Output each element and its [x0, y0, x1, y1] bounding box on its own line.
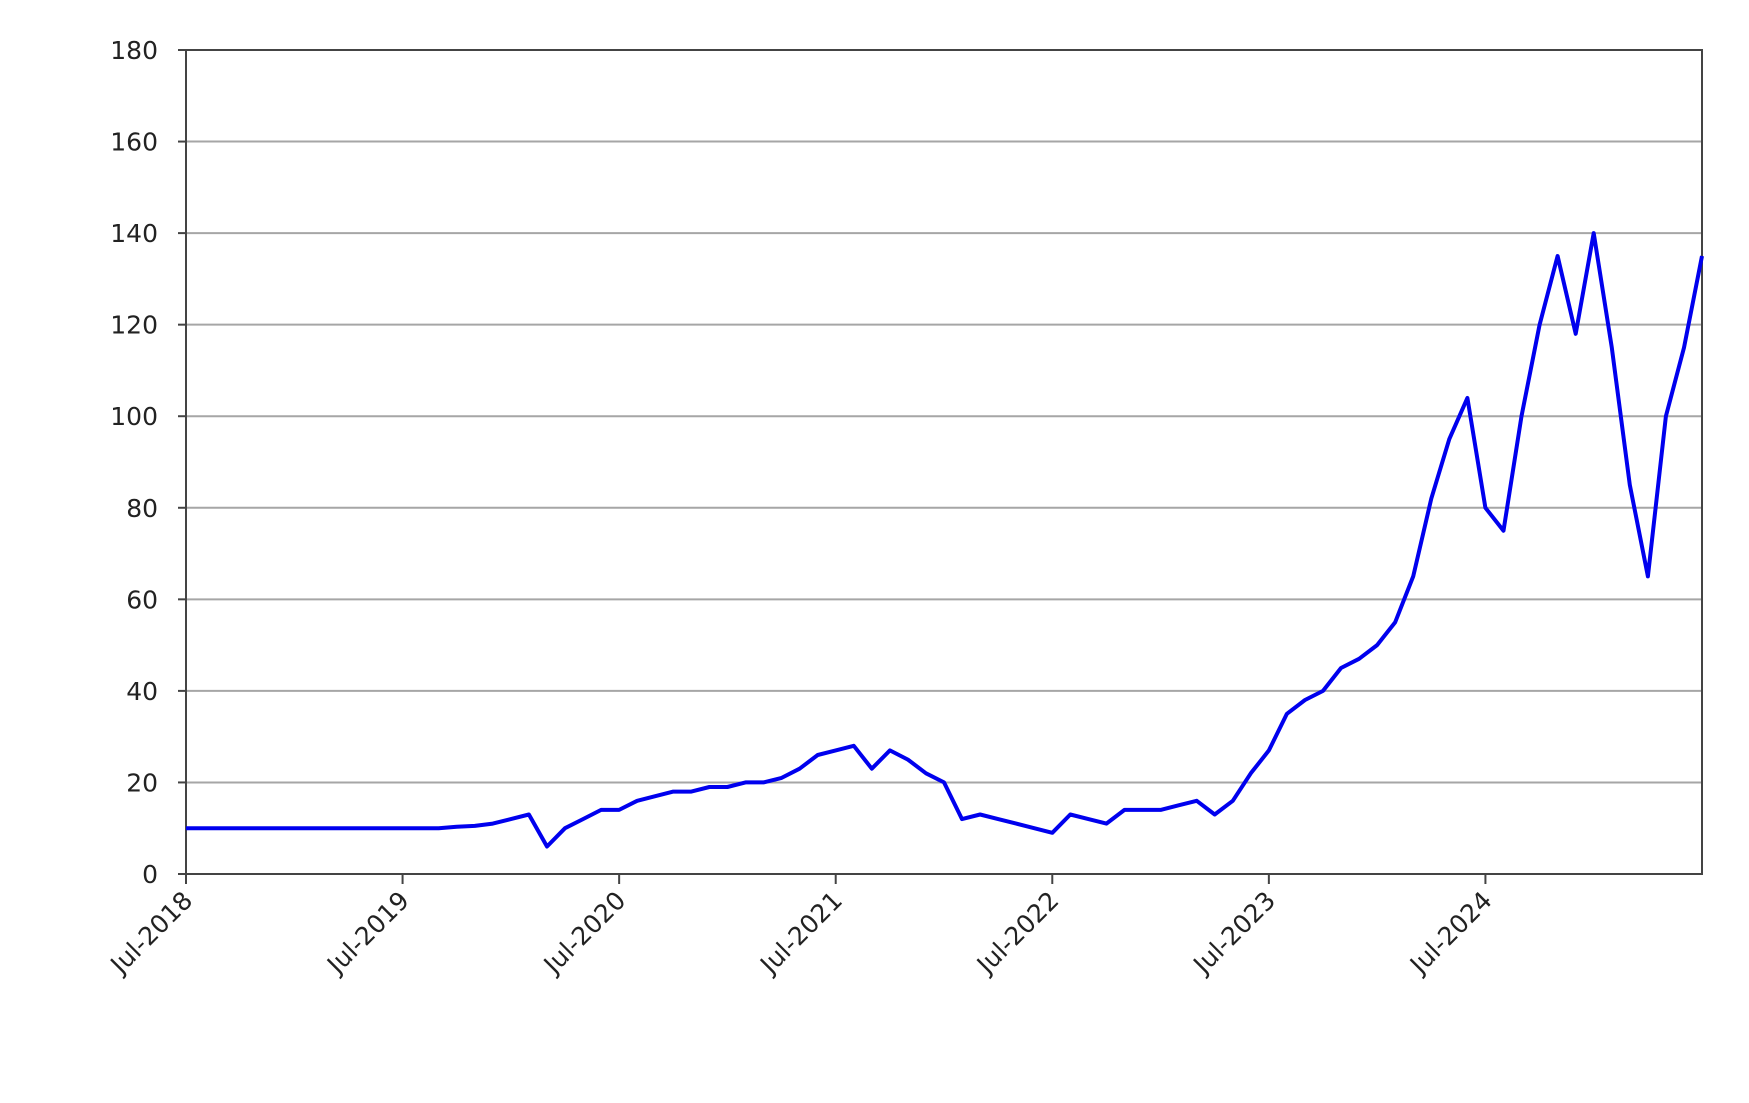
plot-border — [185, 49, 1703, 875]
y-tick-label: 60 — [126, 585, 158, 614]
x-tick-label: Jul-2024 — [1403, 886, 1498, 981]
y-tick-label: 20 — [126, 768, 158, 797]
y-tick-label: 0 — [142, 860, 158, 889]
x-tick-label: Jul-2021 — [753, 886, 848, 981]
y-tick-label: 120 — [110, 311, 158, 340]
x-tick-label: Jul-2022 — [970, 886, 1065, 981]
y-tick-label: 80 — [126, 494, 158, 523]
y-tick-label: 140 — [110, 219, 158, 248]
data-line — [186, 231, 1704, 849]
y-tick-label: 160 — [110, 128, 158, 157]
x-tick-label: Jul-2023 — [1186, 886, 1281, 981]
x-tick-label: Jul-2019 — [320, 886, 415, 981]
y-tick-label: 180 — [110, 36, 158, 65]
y-tick-label: 100 — [110, 402, 158, 431]
x-tick-label: Jul-2018 — [104, 886, 199, 981]
x-tick-label: Jul-2020 — [537, 886, 632, 981]
y-tick-label: 40 — [126, 677, 158, 706]
